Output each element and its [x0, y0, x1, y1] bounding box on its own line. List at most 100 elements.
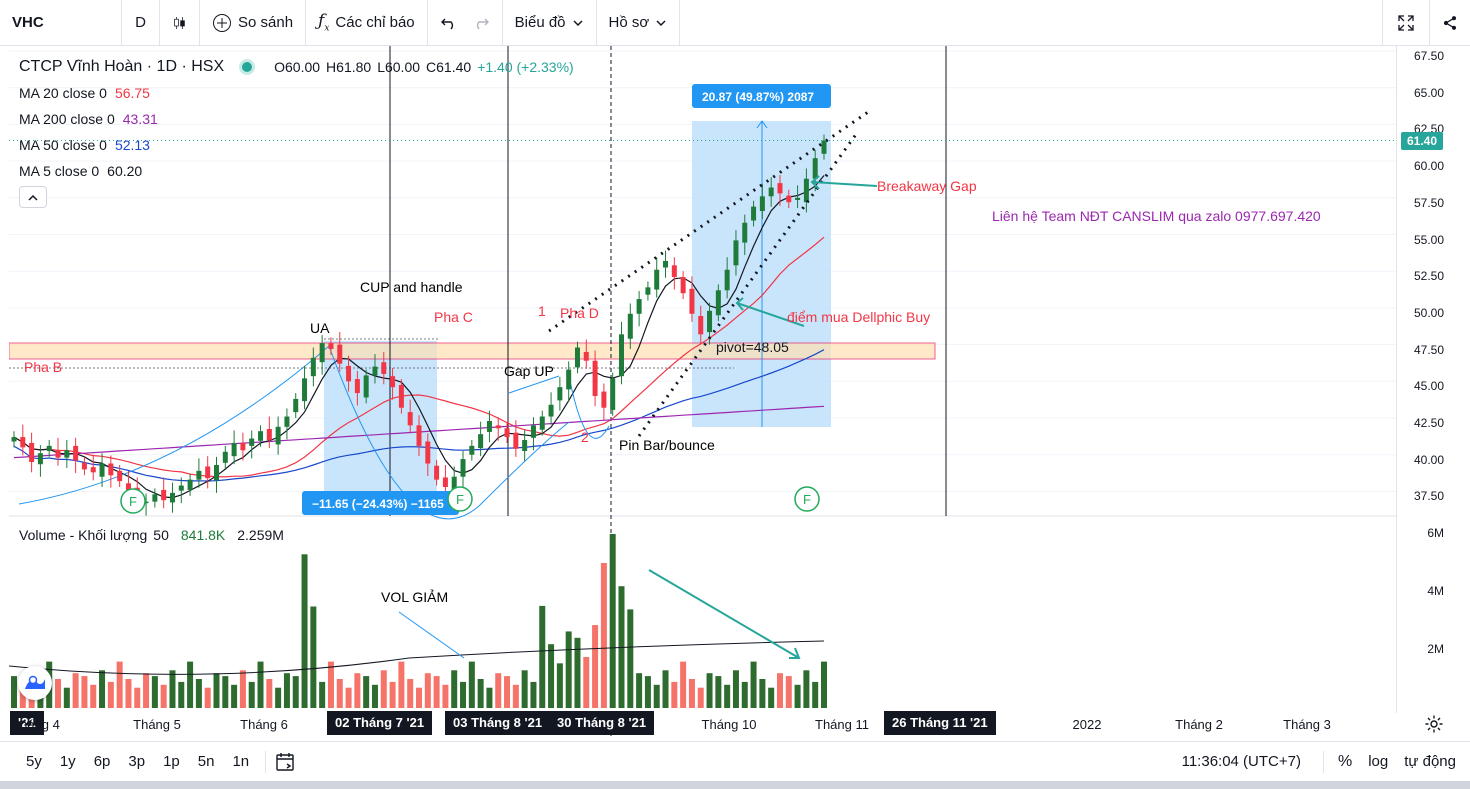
volume-bar: [600, 563, 607, 708]
candle-body: [812, 158, 818, 179]
candle-body: [451, 476, 457, 492]
time-tick-label: 02 Tháng 7 '21: [327, 711, 433, 735]
vol-pointer: [398, 611, 465, 659]
f-marker: [120, 488, 146, 514]
price-axis[interactable]: 67.50 65.00 62.50 60.00 57.50 55.00 52.50 50.00…: [1396, 46, 1470, 713]
volume-bar: [63, 687, 70, 708]
compare-button[interactable]: So sánh: [200, 0, 307, 46]
timeframe-button[interactable]: 3p: [128, 753, 146, 770]
volume-bar: [222, 676, 229, 708]
candle-body: [592, 360, 598, 396]
timeframe-button[interactable]: 5n: [197, 753, 215, 770]
clock-timezone[interactable]: 11:36:04 (UTC+7): [1181, 753, 1301, 770]
candle-body: [11, 437, 17, 442]
timeframe-button[interactable]: 5y: [26, 753, 42, 770]
candle-body: [196, 470, 202, 480]
fullscreen-button[interactable]: [1382, 0, 1430, 46]
price-tick-label: 42.50: [1413, 416, 1444, 430]
timeframe-button[interactable]: 1y: [59, 753, 76, 770]
candle-body: [90, 467, 96, 473]
last-price-label: 61.40: [1401, 132, 1444, 150]
chart-layout-label: Biểu đồ: [514, 14, 566, 31]
settings-gear-icon[interactable]: [1424, 714, 1444, 739]
volume-bar: [556, 663, 563, 708]
redo-icon[interactable]: [472, 16, 490, 30]
volume-bar: [442, 684, 449, 708]
ma-legend-item[interactable]: MA 50 close 0 52.13: [19, 132, 574, 158]
ohlc-high: H61.80: [326, 59, 372, 75]
volume-bar: [644, 676, 651, 708]
interval-button[interactable]: D: [122, 0, 160, 46]
price-tick-label: 60.00: [1413, 159, 1444, 174]
ma-legend-item[interactable]: MA 5 close 0 60.20: [19, 158, 574, 184]
date-range-icon[interactable]: [274, 751, 296, 773]
volume-bar: [592, 625, 599, 708]
f-marker-label: F: [456, 492, 464, 507]
ohlc-open: O60.00: [274, 59, 321, 75]
time-tick-label: 30 Tháng 8 '21: [549, 711, 655, 735]
volume-bar: [715, 676, 722, 708]
candle-body: [319, 343, 325, 363]
candle-body: [751, 206, 757, 221]
volume-bar: [548, 644, 555, 708]
volume-bar: [477, 679, 484, 708]
volume-legend: Volume - Khối lượng 50 841.8K 2.259M: [19, 527, 284, 543]
log-toggle[interactable]: log: [1368, 753, 1389, 770]
chevron-down-icon: [572, 19, 583, 26]
symbol-search[interactable]: VHC: [0, 0, 122, 46]
chart-layout-dropdown[interactable]: Biểu đồ: [503, 0, 597, 46]
candle-body: [381, 362, 387, 374]
ma-legend-item[interactable]: MA 200 close 0 43.31: [19, 106, 574, 132]
buy-arrow: [735, 297, 805, 327]
volume-bar: [169, 670, 176, 708]
candle-body: [266, 429, 272, 441]
candle-body: [557, 387, 563, 401]
share-button[interactable]: [1430, 0, 1470, 46]
breakaway-gap-label: Breakaway Gap: [877, 178, 977, 194]
f-marker-label: F: [803, 492, 811, 507]
time-tick-label: Tháng 2: [1175, 717, 1223, 732]
ma-value: 43.31: [122, 111, 158, 127]
candle-body: [407, 412, 413, 426]
time-tick-label: háng 4: [20, 717, 60, 732]
measure-up-text: 20.87 (49.87%) 2087: [702, 90, 814, 104]
candle-body: [715, 290, 721, 316]
timeframe-button[interactable]: 6p: [93, 753, 111, 770]
chart-pane[interactable]: UA CUP and handle Pha B Pha C Pha D 1 2 Gap UP P…: [9, 46, 1396, 738]
volume-bar: [310, 606, 317, 708]
chart-canvas[interactable]: UA CUP and handle Pha B Pha C Pha D 1 2 Gap UP P…: [9, 46, 1396, 738]
profile-dropdown[interactable]: Hồ sơ: [597, 0, 681, 46]
indicators-button[interactable]: ƒx Các chỉ báo: [306, 0, 428, 46]
timeframe-button[interactable]: 1p: [163, 753, 180, 770]
symbol-label: VHC: [12, 14, 44, 31]
undo-icon[interactable]: [440, 16, 458, 30]
volume-bar: [99, 670, 106, 708]
volume-bar: [371, 684, 378, 708]
time-tick-label: '21: [10, 711, 44, 735]
volume-bar: [187, 661, 194, 708]
candle-body: [768, 187, 774, 197]
tradingview-logo-icon[interactable]: [18, 666, 52, 700]
ma-legend-item[interactable]: MA 20 close 0 56.75: [19, 80, 574, 106]
volume-bar: [275, 687, 282, 708]
candle-body: [258, 431, 264, 441]
candle-body: [372, 366, 378, 376]
top-toolbar: VHC D So sánh ƒx Các chỉ báo Biểu đồ Hồ s…: [0, 0, 1470, 46]
vol-label: VOL GIẢM: [381, 589, 448, 605]
volume-bar: [125, 679, 132, 708]
candle-body: [548, 404, 554, 417]
volume-bar: [565, 631, 572, 708]
timeframe-button[interactable]: 1n: [232, 753, 250, 770]
collapse-legend-button[interactable]: [19, 186, 47, 208]
chart-type-button[interactable]: [160, 0, 200, 46]
volume-bar: [662, 670, 669, 708]
ohlc-close: C61.40: [426, 59, 472, 75]
undo-redo-group: [428, 0, 503, 46]
resistance-zone: [9, 342, 936, 360]
auto-scale-toggle[interactable]: tự động: [1404, 753, 1456, 770]
market-open-dot-icon: [242, 62, 253, 72]
percent-toggle[interactable]: %: [1337, 752, 1353, 770]
volume-bar: [248, 681, 255, 708]
price-tick-label: 50.00: [1413, 305, 1444, 320]
horizontal-scrollbar[interactable]: [0, 781, 1470, 789]
